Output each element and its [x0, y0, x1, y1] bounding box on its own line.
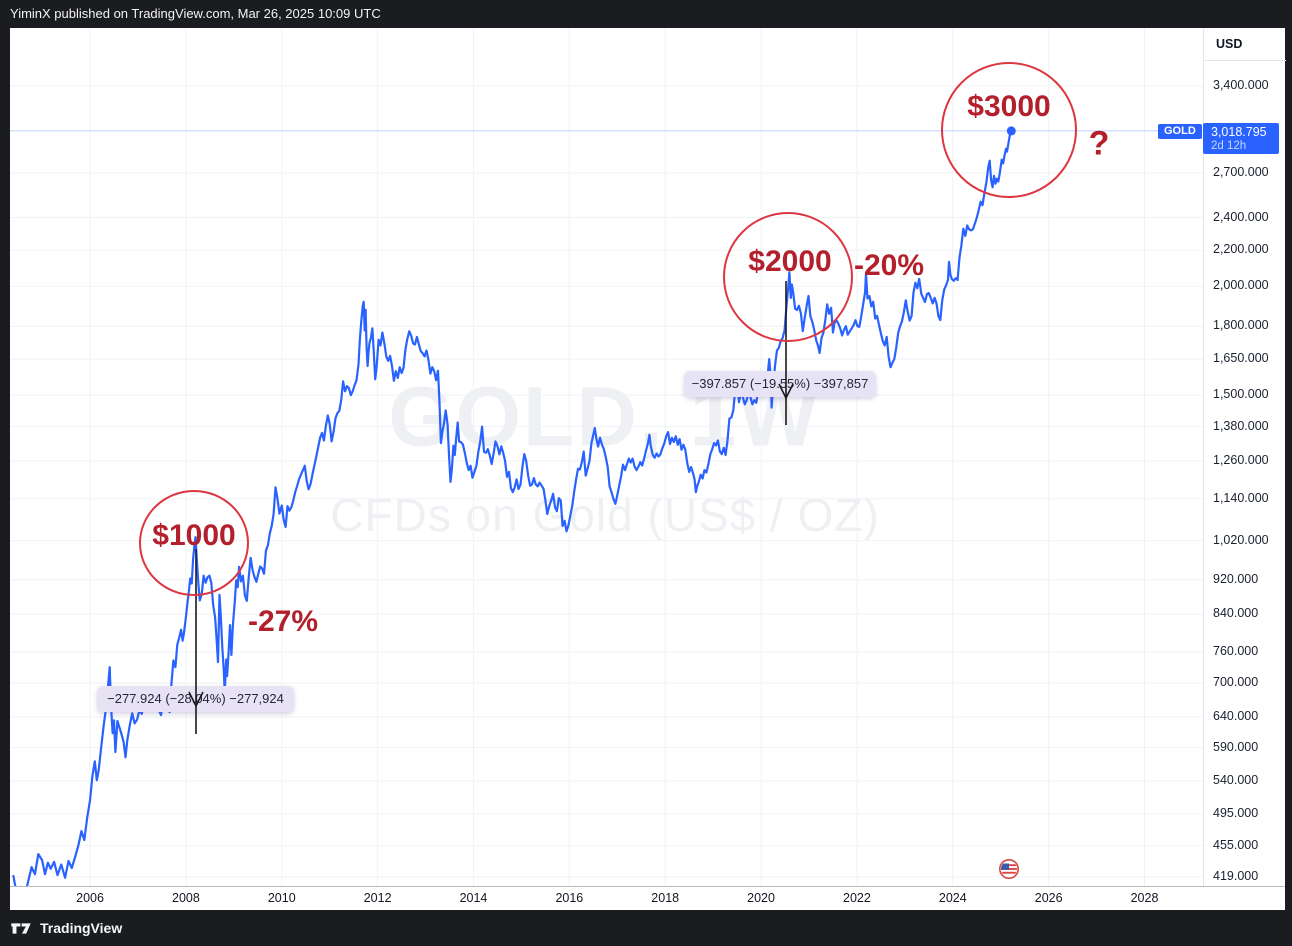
- currency-label: USD: [1204, 28, 1286, 61]
- price-tick-label: 700.000: [1213, 675, 1259, 689]
- price-tick-label: 640.000: [1213, 708, 1259, 723]
- measure-label-2020-drop: −397.857 (−19.55%) −397,857: [684, 371, 876, 397]
- gold-price-series[interactable]: [12, 129, 1013, 886]
- price-tick-label: 590.000: [1213, 739, 1259, 754]
- year-tick-label: 2014: [459, 891, 488, 905]
- price-tick-label: 1,020.000: [1213, 532, 1269, 547]
- price-tick-label: 1,260.000: [1213, 452, 1269, 467]
- year-tick-label: 2016: [555, 891, 584, 905]
- year-tick-label: 2026: [1034, 891, 1063, 905]
- circle-annotation-2000: [723, 212, 853, 342]
- chart-canvas: GOLD, 1W CFDs on Gold (US$ / OZ) $1000 $…: [10, 28, 1286, 910]
- drop-note-20pct: -20%: [853, 249, 925, 282]
- price-tick-label: 455.000: [1213, 837, 1259, 852]
- tradingview-logo-icon[interactable]: [10, 920, 32, 937]
- year-tick-label: 2018: [651, 891, 680, 905]
- footer-bar: TradingView: [0, 910, 1292, 946]
- question-mark-note: ?: [1088, 124, 1110, 163]
- price-tick-label: 419.000: [1213, 868, 1259, 883]
- year-tick-label: 2020: [747, 891, 775, 905]
- price-scale-axis[interactable]: USD 3,400.000 2,700.000 2,400.000 2,200.000…: [1203, 28, 1286, 886]
- price-tick-label: 2,700.000: [1213, 165, 1269, 180]
- price-tick-label: 2,200.000: [1213, 242, 1269, 257]
- year-tick-label: 2008: [172, 891, 200, 905]
- price-tick-label: 2,400.000: [1213, 209, 1269, 224]
- price-tick-label: 920.000: [1213, 571, 1259, 586]
- year-tick-label: 2028: [1130, 891, 1159, 905]
- symbol-name-badge: GOLD: [1158, 124, 1202, 139]
- circle-annotation-3000: [941, 62, 1077, 198]
- year-tick-label: 2024: [938, 891, 967, 905]
- price-tick-label: 495.000: [1213, 805, 1259, 820]
- price-tick-label: 760.000: [1213, 643, 1259, 658]
- price-tick-label: 1,380.000: [1213, 418, 1269, 433]
- last-price-value: 3,018.795: [1211, 125, 1267, 139]
- us-flag-event-icon[interactable]: [998, 858, 1020, 880]
- price-tick-label: 1,650.000: [1213, 351, 1269, 366]
- price-tick-label: 1,140.000: [1213, 490, 1269, 505]
- price-milestone-label-1000: $1000: [152, 519, 236, 552]
- publish-info: YiminX published on TradingView.com, Mar…: [10, 6, 381, 21]
- price-milestone-label-2000: $2000: [748, 245, 832, 278]
- watermark-description: CFDs on Gold (US$ / OZ): [330, 489, 880, 541]
- bar-countdown: 2d 12h: [1211, 140, 1247, 152]
- price-tick-label: 1,500.000: [1213, 387, 1269, 402]
- price-tick-label: 540.000: [1213, 773, 1259, 788]
- price-tick-label: 840.000: [1213, 606, 1259, 621]
- tradingview-brand-text[interactable]: TradingView: [40, 920, 123, 936]
- drop-note-27pct: -27%: [247, 605, 319, 638]
- year-tick-label: 2010: [267, 891, 296, 905]
- year-tick-label: 2006: [76, 891, 104, 905]
- year-tick-label: 2022: [843, 891, 871, 905]
- price-milestone-label-3000: $3000: [967, 90, 1051, 123]
- last-price-label: 3,018.795 2d 12h: [1203, 123, 1279, 154]
- circle-annotation-1000: [139, 490, 249, 596]
- price-tick-label: 3,400.000: [1213, 77, 1269, 92]
- price-tick-label: 2,000.000: [1213, 278, 1269, 293]
- price-pane[interactable]: GOLD, 1W CFDs on Gold (US$ / OZ) $1000 $…: [10, 28, 1203, 886]
- time-scale-axis[interactable]: 2006 2008 2010 2012 2014 2016 2018 2020 2022 2024…: [10, 886, 1285, 910]
- year-tick-label: 2012: [363, 891, 392, 905]
- price-tick-label: 1,800.000: [1213, 318, 1269, 333]
